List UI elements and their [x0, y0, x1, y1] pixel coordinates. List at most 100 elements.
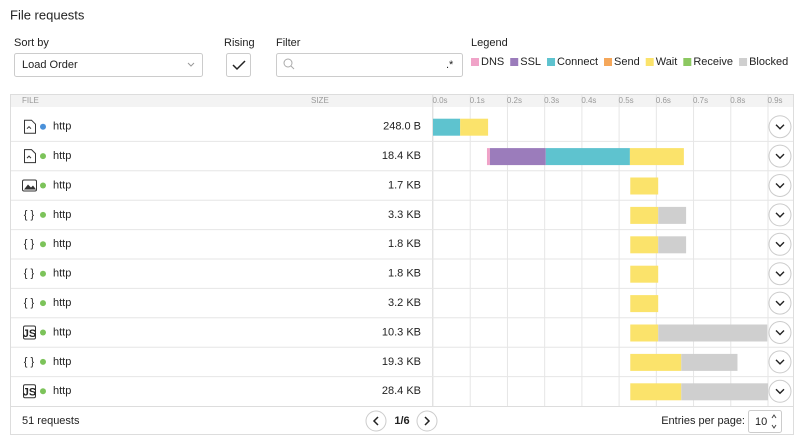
timeline-grid: 0.0s 0.1s 0.2s 0.3s 0.4s 0.5s 0.6s 0.7s 0.8s 0.9s [432, 95, 783, 406]
x-tick-label: 0.2s [507, 96, 522, 105]
filter-hint: .* [446, 59, 454, 71]
expand-button[interactable] [768, 115, 792, 139]
expand-button[interactable] [768, 321, 792, 344]
expand-icon [775, 153, 785, 160]
expand-icon [775, 212, 785, 218]
expand-button[interactable] [768, 144, 792, 168]
file-size: 1.7 KB [388, 179, 421, 191]
status-dot [40, 329, 46, 336]
status-dot [40, 241, 46, 248]
x-tick-label: 0.0s [432, 96, 447, 105]
x-tick-label: 0.6s [656, 96, 671, 105]
timing-bar [630, 295, 659, 313]
file-icon [26, 155, 32, 159]
column-header: FILE [22, 96, 39, 105]
legend-title: Legend [471, 37, 508, 49]
legend-swatch [645, 58, 654, 66]
x-tick-label: 0.8s [730, 96, 745, 105]
file-size: 3.3 KB [388, 209, 421, 221]
file-icon: { } [24, 268, 35, 280]
file-name: http [53, 209, 71, 221]
expand-icon [775, 330, 785, 336]
expand-button[interactable] [768, 174, 792, 197]
panel-title: File requests [10, 7, 85, 22]
prev-page-button[interactable] [365, 410, 387, 432]
timing-bar [630, 177, 659, 195]
prev-icon [372, 416, 379, 426]
next-icon [424, 416, 431, 426]
timing-bar [658, 236, 687, 254]
file-icon [24, 149, 36, 164]
table-body: http 248.0 B http 18.4 KB http 1.7 KB { } http 3… [11, 115, 793, 403]
file-icon: { } [24, 209, 35, 221]
rising-checkbox[interactable] [226, 53, 251, 77]
expand-icon [775, 300, 785, 307]
table-frame [10, 94, 794, 435]
page-indicator: 1/6 [394, 415, 409, 427]
file-icon: { } [24, 297, 35, 309]
file-icon [26, 125, 32, 130]
expand-button[interactable] [768, 203, 792, 227]
file-icon: { } [24, 356, 35, 368]
timing-bar [658, 324, 768, 342]
status-dot [40, 211, 46, 218]
legend-label: Wait [656, 56, 678, 68]
expand-icon [775, 271, 785, 277]
timing-bar [545, 148, 630, 166]
spinner[interactable] [771, 414, 777, 429]
rising-label: Rising [224, 37, 255, 49]
search-icon [290, 65, 295, 70]
timing-bar [486, 148, 490, 166]
x-tick-label: 0.5s [619, 96, 634, 105]
status-dot [40, 358, 46, 365]
expand-button[interactable] [768, 350, 792, 374]
file-size: 28.4 KB [382, 385, 421, 397]
filter-label: Filter [276, 37, 301, 49]
file-icon-label: JS [23, 328, 36, 340]
legend-label: Send [614, 56, 640, 68]
legend-swatch [683, 58, 692, 66]
expand-button[interactable] [768, 262, 792, 286]
expand-button[interactable] [768, 291, 792, 315]
status-dot [40, 388, 46, 395]
sort-select[interactable] [14, 53, 203, 77]
file-name: http [53, 356, 71, 368]
column-header: SIZE [311, 96, 329, 105]
legend-label: DNS [481, 56, 504, 68]
next-page-button[interactable] [416, 410, 438, 432]
timing-bar [630, 236, 659, 254]
expand-button[interactable] [768, 232, 792, 256]
file-size: 3.2 KB [388, 297, 421, 309]
status-dot [40, 300, 46, 307]
file-name: http [53, 238, 71, 250]
timing-bar [489, 148, 546, 166]
legend-label: Connect [557, 56, 598, 68]
x-tick-label: 0.4s [581, 96, 596, 105]
legend-label: Receive [693, 56, 733, 68]
x-tick-label: 0.3s [544, 96, 559, 105]
filter-input[interactable] [276, 53, 463, 77]
file-name: http [53, 385, 71, 397]
expand-icon [775, 241, 785, 248]
expand-button[interactable] [768, 379, 792, 403]
timing-bar [630, 265, 659, 283]
check-mark [232, 60, 246, 71]
file-size: 10.3 KB [382, 326, 421, 338]
expand-icon [775, 183, 785, 189]
x-tick-label: 0.7s [693, 96, 708, 105]
file-name: http [53, 268, 71, 280]
table-header [11, 95, 793, 107]
legend-label: SSL [520, 56, 541, 68]
timing-bar [460, 118, 489, 136]
expand-icon [775, 359, 785, 365]
per-page-value: 10 [755, 416, 767, 428]
search-icon [283, 58, 293, 68]
x-tick-label: 0.9s [767, 96, 782, 105]
legend-label: Blocked [749, 56, 788, 68]
legend-swatch [739, 58, 748, 66]
file-icon [23, 384, 36, 399]
file-name: http [53, 326, 71, 338]
file-size: 248.0 B [383, 121, 421, 133]
file-name: http [53, 179, 71, 191]
